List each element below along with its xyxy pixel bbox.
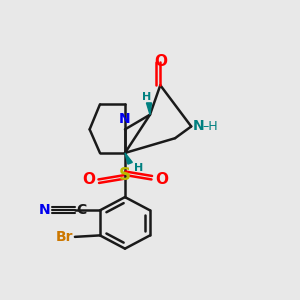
- Text: N: N: [39, 203, 51, 218]
- Text: –H: –H: [202, 120, 218, 133]
- Polygon shape: [146, 103, 152, 115]
- Text: O: O: [154, 54, 167, 69]
- Text: N: N: [119, 112, 131, 126]
- Text: S: S: [119, 166, 131, 184]
- Polygon shape: [125, 153, 132, 164]
- Text: O: O: [155, 172, 168, 187]
- Text: N: N: [193, 119, 204, 134]
- Text: O: O: [82, 172, 95, 187]
- Text: H: H: [142, 92, 152, 102]
- Text: Br: Br: [56, 230, 74, 244]
- Text: C: C: [76, 203, 87, 218]
- Text: H: H: [134, 163, 143, 173]
